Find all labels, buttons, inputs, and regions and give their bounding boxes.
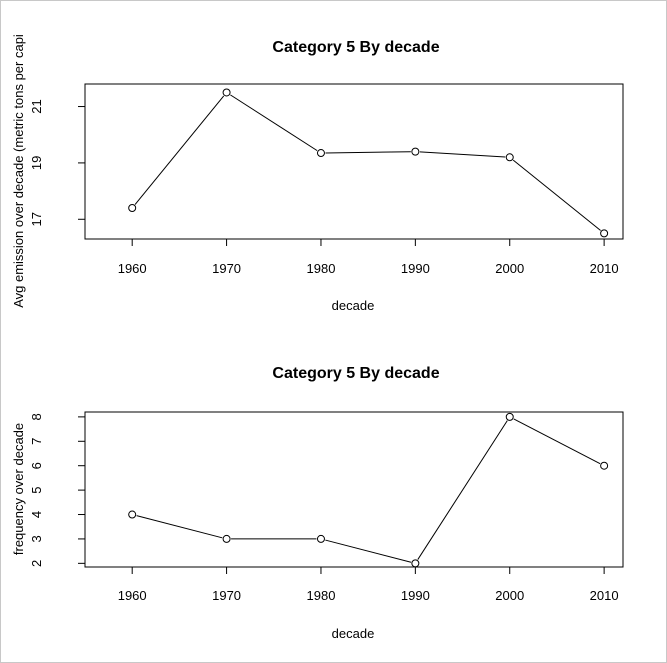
series-segment bbox=[512, 159, 601, 231]
y-tick-label: 17 bbox=[29, 212, 44, 226]
series-segment bbox=[325, 539, 412, 563]
y-tick-label: 8 bbox=[29, 413, 44, 420]
x-tick-label: 1970 bbox=[212, 588, 241, 603]
x-tick-label: 2010 bbox=[590, 588, 619, 603]
x-tick-label: 2000 bbox=[495, 588, 524, 603]
x-tick-label: 1980 bbox=[307, 261, 336, 276]
series-segment bbox=[513, 418, 601, 465]
x-tick-label: 2010 bbox=[590, 261, 619, 276]
x-tick-label: 1980 bbox=[307, 588, 336, 603]
x-tick-label: 2000 bbox=[495, 261, 524, 276]
data-point bbox=[600, 461, 609, 470]
data-point bbox=[222, 534, 231, 543]
series-segment bbox=[325, 151, 411, 154]
chart-title: Category 5 By decade bbox=[272, 365, 439, 382]
y-tick-label: 7 bbox=[29, 438, 44, 445]
series-segment bbox=[417, 420, 508, 560]
data-point bbox=[505, 153, 514, 162]
y-tick-label: 4 bbox=[29, 511, 44, 518]
plot-area bbox=[84, 83, 624, 240]
x-axis-title: decade bbox=[332, 626, 375, 641]
y-axis-title: Avg emission over decade (metric tons pe… bbox=[11, 34, 26, 308]
x-axis-title: decade bbox=[332, 298, 375, 313]
y-tick-label: 3 bbox=[29, 535, 44, 542]
series-segment bbox=[136, 515, 223, 539]
data-point bbox=[128, 204, 137, 212]
chart-title: Category 5 By decade bbox=[272, 39, 439, 56]
series-segment bbox=[230, 94, 318, 152]
data-point bbox=[505, 412, 514, 421]
data-point bbox=[222, 88, 231, 97]
x-tick-label: 1960 bbox=[118, 588, 147, 603]
y-tick-label: 2 bbox=[29, 560, 44, 567]
series-segment bbox=[419, 151, 506, 158]
x-tick-label: 1990 bbox=[401, 261, 430, 276]
y-tick-label: 21 bbox=[29, 99, 44, 113]
data-point bbox=[411, 147, 420, 156]
x-tick-label: 1990 bbox=[401, 588, 430, 603]
x-tick-label: 1960 bbox=[118, 261, 147, 276]
data-point bbox=[316, 534, 325, 543]
y-tick-label: 5 bbox=[29, 486, 44, 493]
y-tick-label: 6 bbox=[29, 462, 44, 469]
plot-area bbox=[84, 411, 624, 568]
y-tick-label: 19 bbox=[29, 156, 44, 170]
data-point bbox=[316, 149, 325, 158]
data-point bbox=[411, 559, 420, 568]
data-point bbox=[600, 229, 609, 238]
data-point bbox=[128, 510, 137, 519]
series-segment bbox=[134, 95, 225, 205]
x-tick-label: 1970 bbox=[212, 261, 241, 276]
y-axis-title: frequency over decade bbox=[11, 423, 26, 555]
